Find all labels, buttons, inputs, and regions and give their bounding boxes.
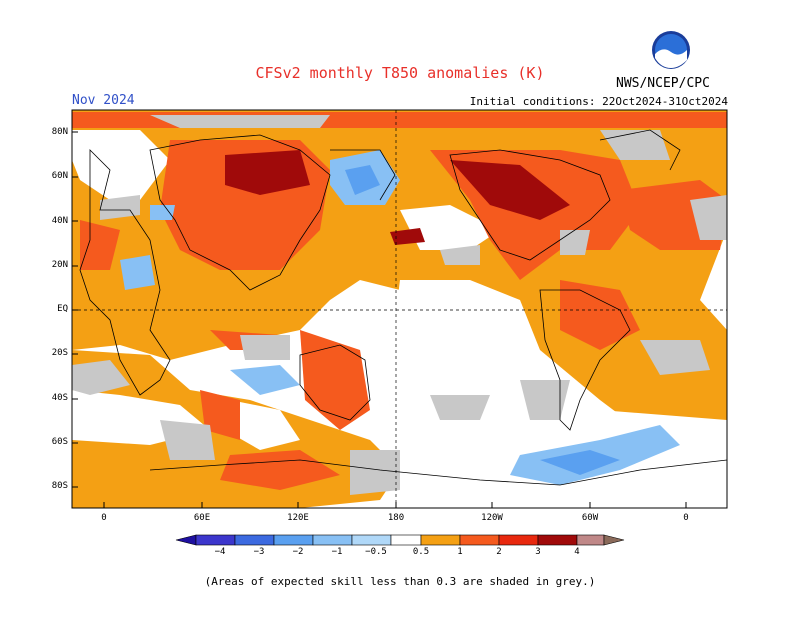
noaa-logo — [651, 30, 691, 70]
lon-label: 120E — [287, 513, 309, 523]
colorbar-label: 2 — [496, 547, 502, 557]
lon-label: 60E — [193, 513, 211, 523]
axis-ticks — [72, 131, 687, 508]
lat-label: 80S — [51, 481, 68, 491]
initial-conditions: Initial conditions: 22Oct2024-31Oct2024 — [469, 95, 728, 108]
lon-label: 180 — [387, 513, 405, 523]
low-skill-region-grey — [150, 115, 330, 128]
lon-label: 0 — [101, 513, 107, 523]
lat-label: 80N — [51, 127, 68, 137]
lon-label: 120W — [481, 513, 503, 523]
agency-label: NWS/NCEP/CPC — [616, 76, 710, 91]
lat-label: 20N — [51, 260, 68, 270]
colorbar-max-arrow — [603, 534, 625, 546]
lat-label: 40N — [51, 216, 68, 226]
lat-label: 40S — [51, 393, 68, 403]
lat-label: 20S — [51, 348, 68, 358]
forecast-month: Nov 2024 — [72, 93, 135, 108]
graticule — [72, 110, 727, 508]
coastlines — [79, 129, 727, 486]
lat-label: EQ — [57, 304, 68, 314]
lat-label: 60S — [51, 437, 68, 447]
lat-label: 60N — [51, 171, 68, 181]
colorbar-label: −2 — [292, 547, 304, 557]
skill-footnote: (Areas of expected skill less than 0.3 a… — [204, 575, 596, 588]
colorbar-label: 0.5 — [412, 547, 430, 557]
anomaly-region-darkred — [225, 150, 310, 195]
colorbar-label: 1 — [457, 547, 463, 557]
colorbar — [175, 534, 625, 546]
chart-title: CFSv2 monthly T850 anomalies (K) — [255, 64, 545, 82]
map-frame — [71, 109, 728, 509]
colorbar-min-arrow — [175, 534, 197, 546]
colorbar-label: 4 — [574, 547, 580, 557]
lon-label: 60W — [581, 513, 599, 523]
colorbar-label: −0.5 — [365, 547, 387, 557]
colorbar-label: −4 — [214, 547, 226, 557]
colorbar-label: −3 — [253, 547, 265, 557]
lon-label: 0 — [683, 513, 689, 523]
colorbar-label: −1 — [331, 547, 343, 557]
colorbar-label: 3 — [535, 547, 541, 557]
